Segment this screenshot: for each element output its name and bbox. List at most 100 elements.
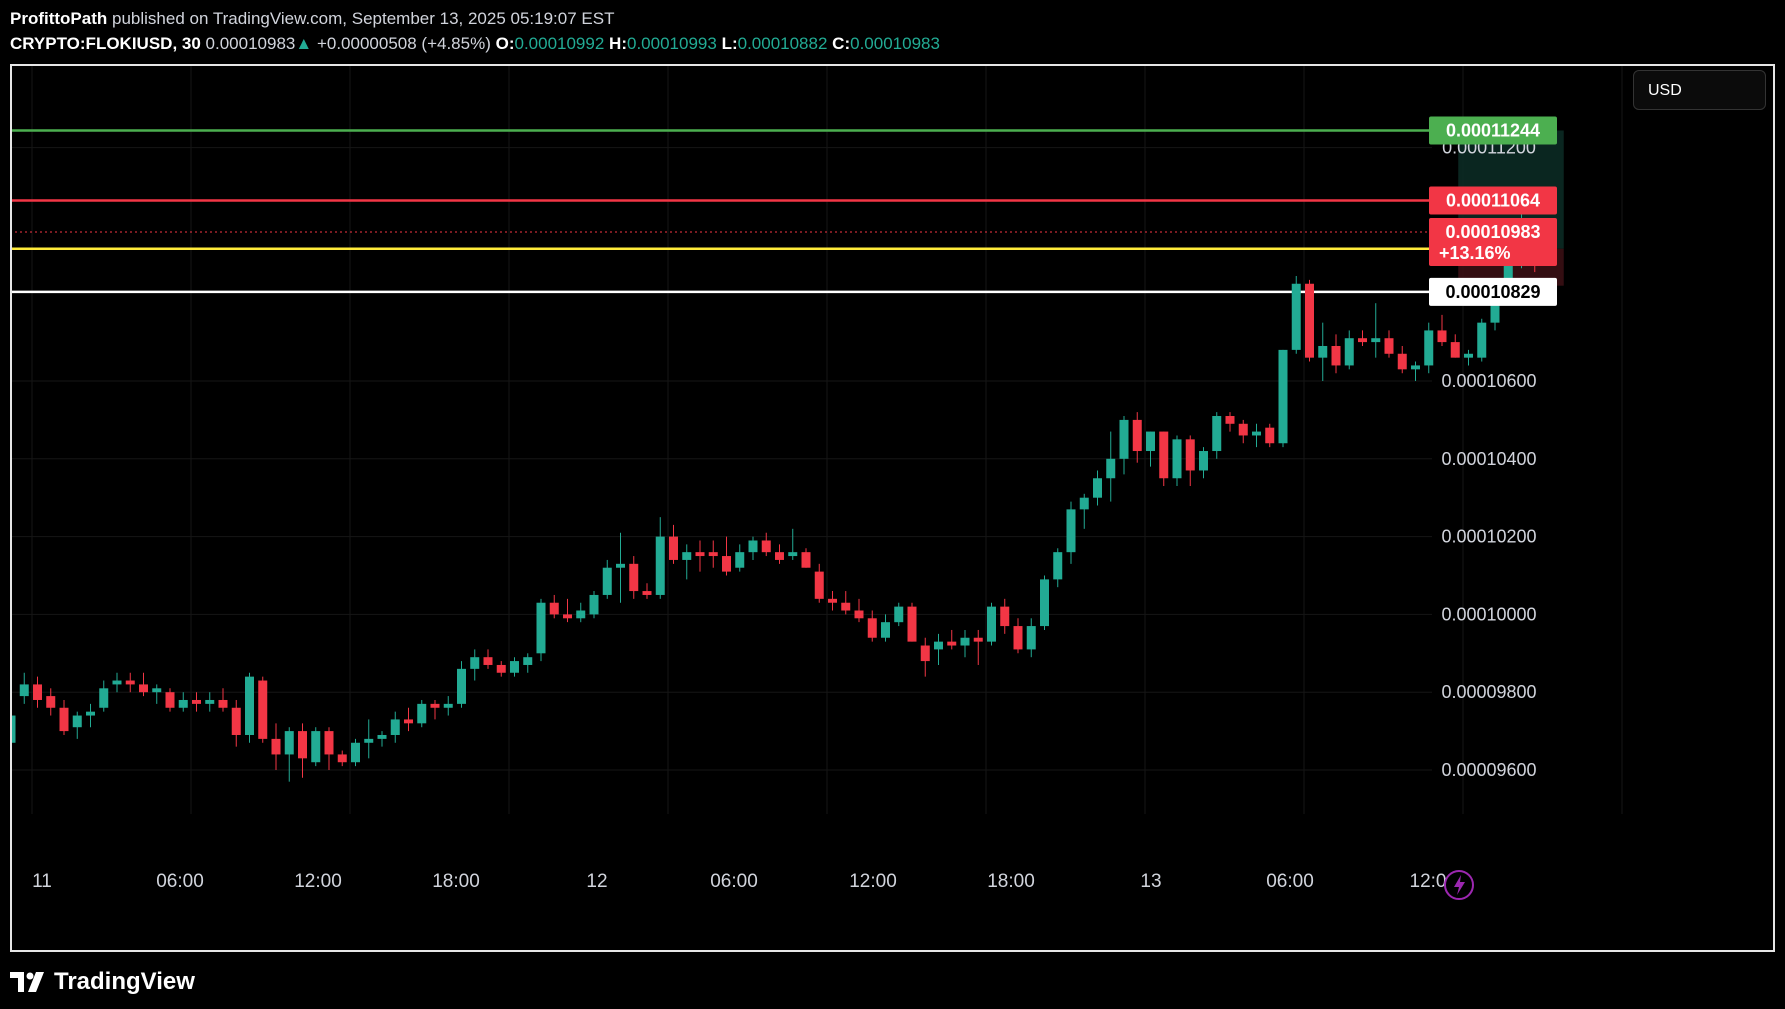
candle-down	[669, 536, 678, 560]
publish-info: ProfittoPath published on TradingView.co…	[10, 6, 1775, 31]
chart-frame	[10, 64, 1775, 952]
red-level-label-bg	[1429, 186, 1557, 215]
tradingview-brand[interactable]: TradingView	[10, 962, 195, 1002]
candle-up	[178, 699, 188, 708]
candle-down	[1384, 338, 1394, 354]
candle-down	[125, 680, 135, 685]
candle-down	[192, 699, 201, 704]
candle-down	[828, 598, 837, 603]
y-tick-label[interactable]: 0.00010400	[1441, 449, 1536, 469]
candle-down	[496, 664, 506, 673]
candle-down	[1013, 626, 1023, 650]
green-level-label: 0.00011244	[1446, 120, 1540, 140]
candle-up	[1464, 353, 1473, 358]
candle-down	[258, 680, 268, 739]
candle-up	[152, 688, 162, 693]
last-price-label-bg	[1429, 218, 1557, 267]
lightning-icon[interactable]	[1444, 870, 1474, 900]
author-name[interactable]: ProfittoPath	[10, 9, 108, 28]
x-tick-label[interactable]: 18:00	[987, 871, 1035, 892]
candle-up	[1172, 439, 1182, 479]
candle-up	[1053, 552, 1063, 580]
x-tick-label[interactable]: 06:00	[156, 871, 204, 892]
candle-down	[854, 610, 864, 619]
candle-up	[72, 715, 82, 728]
price-change: +0.00000508 (+4.85%)	[316, 34, 491, 53]
x-tick-label[interactable]: 18:00	[432, 871, 480, 892]
candle-down	[1450, 342, 1460, 358]
candle-up	[390, 719, 400, 735]
candle-down	[629, 563, 639, 592]
y-tick-label[interactable]: 0.00010200	[1441, 527, 1536, 547]
candle-up	[311, 731, 321, 763]
candle-down	[973, 637, 983, 642]
candle-down	[46, 696, 56, 708]
x-tick-label[interactable]: 12	[586, 871, 607, 892]
candle-down	[271, 738, 281, 755]
candle-up	[894, 606, 904, 623]
x-tick-label[interactable]: 12:00	[294, 871, 342, 892]
x-tick-label[interactable]: 13	[1140, 871, 1161, 892]
y-tick-label[interactable]: 0.00010600	[1441, 371, 1536, 391]
x-tick-label[interactable]: 11	[32, 871, 52, 892]
price-labels: 0.00011244 0.00011064 0.00010983+13.16% 0.0…	[1429, 116, 1557, 306]
chart-header: ProfittoPath published on TradingView.co…	[10, 6, 1775, 56]
price-axis[interactable]: 0.00009600 0.00009800 0.00010000 0.00010200…	[1441, 138, 1536, 780]
currency-button[interactable]: USD	[1633, 70, 1766, 110]
candle-up	[1477, 322, 1487, 358]
candle-down	[867, 618, 877, 638]
x-tick-label[interactable]: 06:00	[710, 871, 758, 892]
x-tick-label[interactable]: 12:00	[849, 871, 897, 892]
candle-up	[589, 594, 599, 615]
close-value: 0.00010983	[850, 34, 940, 53]
candle-down	[483, 657, 493, 665]
candle-down	[33, 684, 42, 700]
white-level-label-bg	[1429, 277, 1557, 306]
candle-down	[59, 707, 69, 732]
time-axis[interactable]: 11 06:00 12:00 18:00 12 06:00 12:00 18:00 13 06:0…	[32, 871, 1446, 892]
candles	[10, 202, 1540, 782]
candle-up	[960, 637, 970, 646]
red-level-label: 0.00011064	[1446, 191, 1540, 211]
candle-up	[1079, 497, 1089, 510]
y-tick-label[interactable]: 0.00010000	[1441, 604, 1536, 624]
candlestick-chart[interactable]: 0.00009600 0.00009800 0.00010000 0.00010200…	[10, 64, 1775, 952]
candle-up	[1318, 345, 1328, 358]
candle-up	[1106, 458, 1116, 479]
candle-up	[1199, 451, 1208, 471]
green-level-label-bg	[1429, 116, 1557, 145]
candle-down	[324, 731, 334, 755]
low-label: L:	[721, 34, 738, 53]
candle-down	[761, 540, 771, 553]
y-tick-label[interactable]: 0.00009800	[1441, 682, 1536, 702]
candle-up	[934, 641, 943, 650]
candle-up	[443, 703, 453, 708]
candle-down	[1238, 423, 1248, 436]
horizontal-levels[interactable]	[10, 129, 1432, 294]
candle-up	[470, 657, 480, 669]
candle-up	[1212, 416, 1222, 452]
grid-lines	[10, 64, 1623, 814]
candle-up	[1291, 283, 1301, 350]
candle-up	[735, 552, 745, 568]
x-tick-label[interactable]: 06:00	[1266, 871, 1314, 892]
candle-down	[722, 556, 731, 572]
high-label: H:	[609, 34, 627, 53]
y-tick-label[interactable]: 0.00009600	[1441, 760, 1536, 780]
candle-up	[1411, 365, 1420, 370]
candle-down	[920, 645, 930, 662]
candle-up	[19, 684, 29, 697]
symbol-name[interactable]: CRYPTO:FLOKIUSD, 30	[10, 34, 201, 53]
candle-down	[814, 571, 824, 599]
white-level-label: 0.00010829	[1445, 282, 1540, 302]
candle-down	[430, 703, 440, 708]
candle-up	[881, 622, 890, 638]
candle-down	[642, 591, 652, 595]
candle-up	[655, 536, 665, 595]
candle-up	[1490, 295, 1500, 323]
candle-down	[404, 719, 413, 724]
candle-down	[1225, 416, 1235, 424]
candle-down	[947, 641, 957, 646]
x-tick-label[interactable]: 12:0	[1410, 871, 1447, 892]
candle-down	[549, 602, 559, 615]
